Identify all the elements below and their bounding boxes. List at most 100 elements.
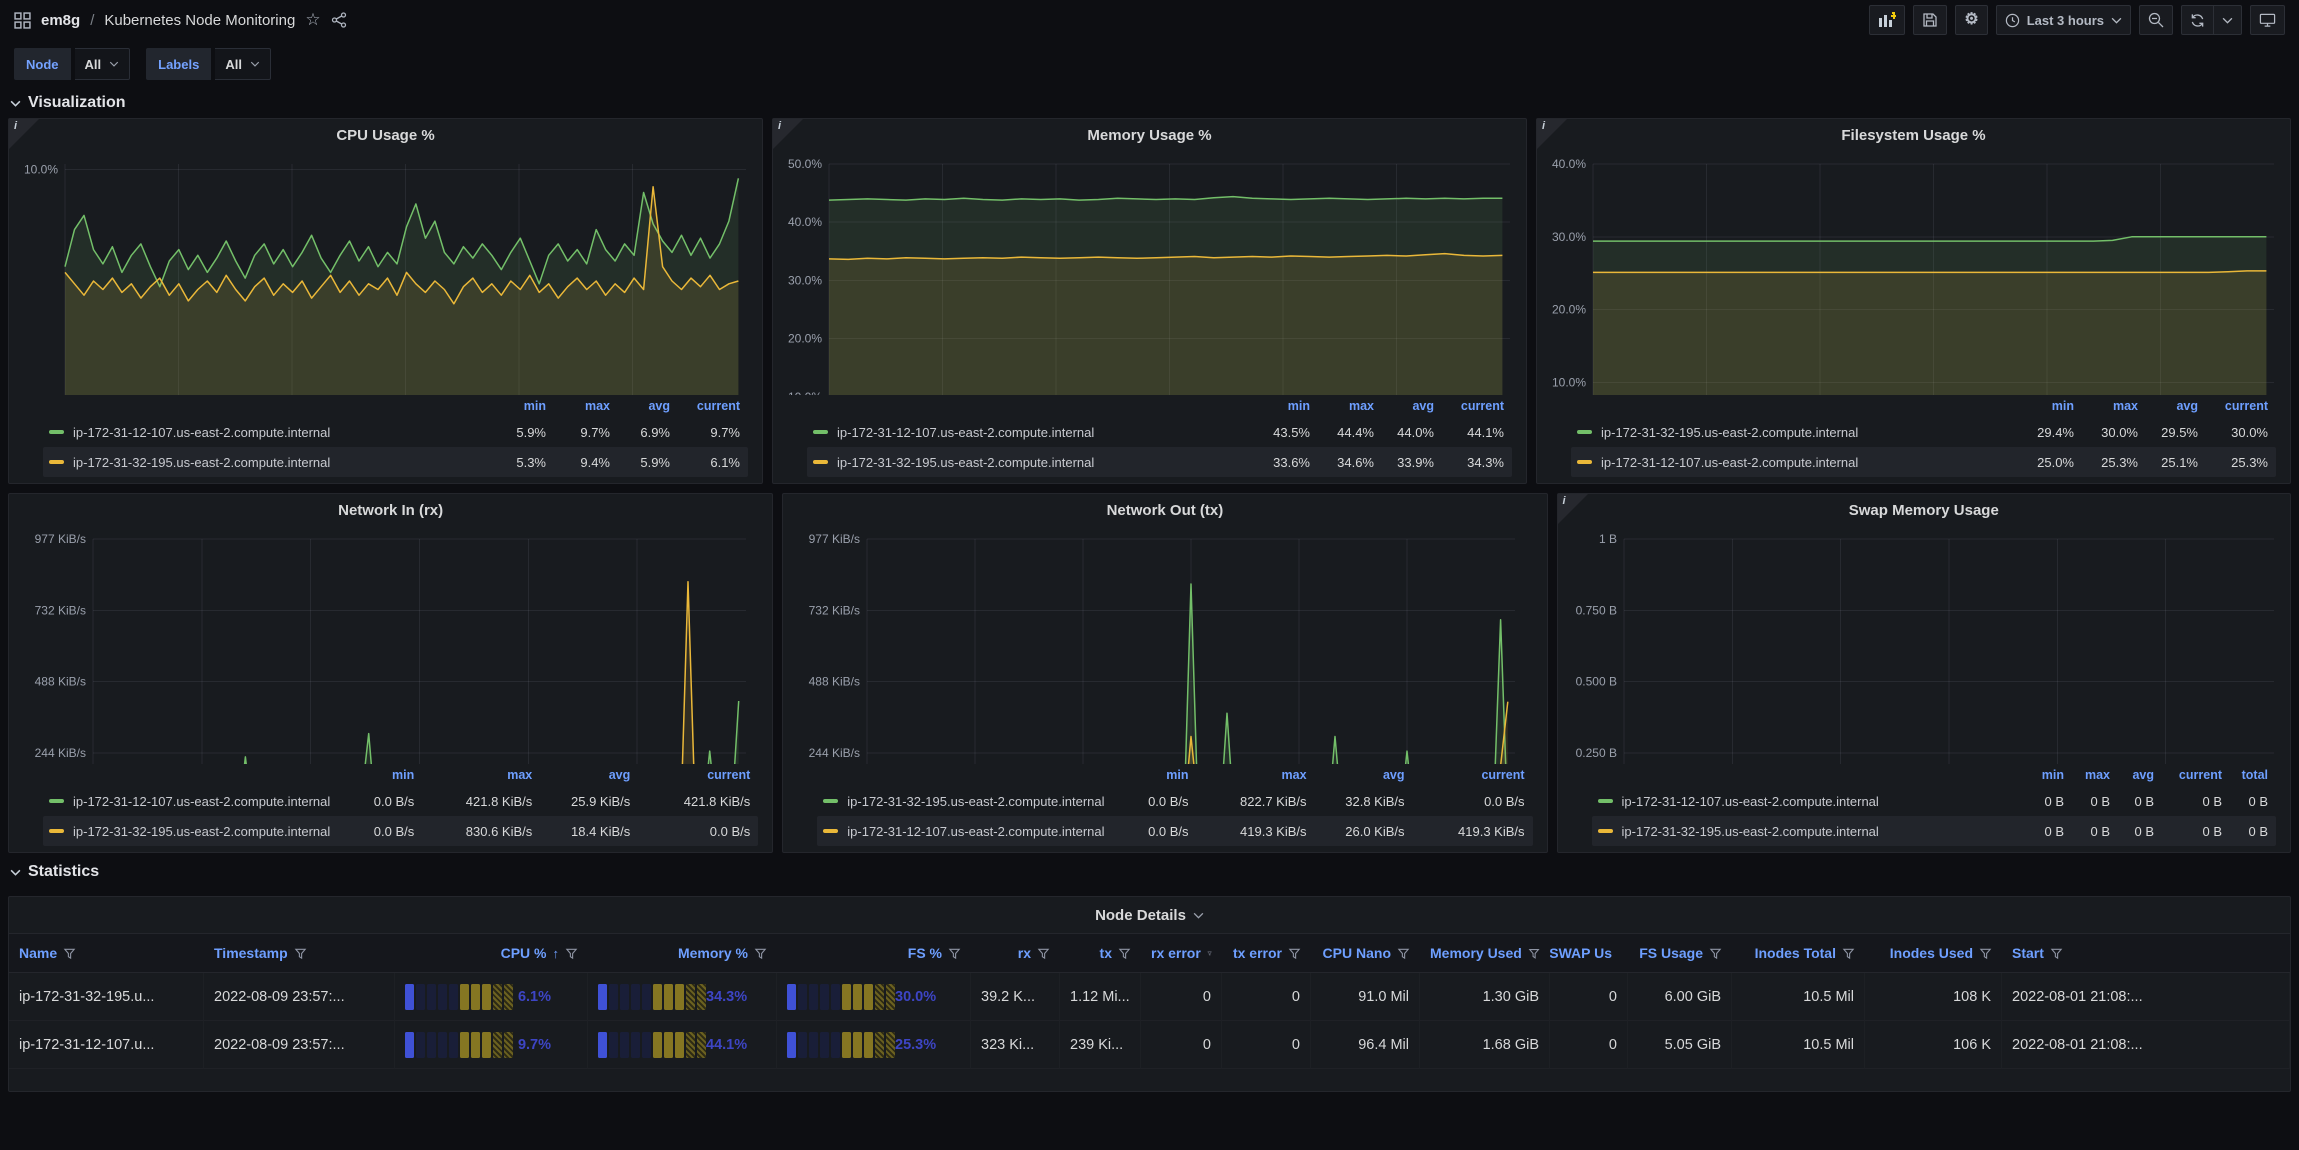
- series-name[interactable]: ip-172-31-12-107.us-east-2.compute.inter…: [73, 424, 331, 440]
- filter-icon[interactable]: [948, 947, 961, 960]
- panel-info-corner[interactable]: i: [1557, 494, 1588, 524]
- column-header-tx[interactable]: tx: [1060, 934, 1141, 972]
- column-header-start[interactable]: Start: [2002, 934, 2290, 972]
- variable-node-value[interactable]: All: [74, 48, 131, 80]
- refresh-button[interactable]: [2182, 6, 2213, 34]
- series-name[interactable]: ip-172-31-32-195.us-east-2.compute.inter…: [73, 454, 331, 470]
- legend-column-avg[interactable]: avg: [1382, 768, 1405, 782]
- series-name[interactable]: ip-172-31-32-195.us-east-2.compute.inter…: [847, 793, 1105, 809]
- legend-column-min[interactable]: min: [1166, 768, 1189, 782]
- filter-icon[interactable]: [1118, 947, 1131, 960]
- legend-column-current[interactable]: current: [2178, 768, 2222, 782]
- column-header-fs-[interactable]: FS %: [777, 934, 971, 972]
- section-visualization[interactable]: Visualization: [0, 84, 2299, 118]
- filter-icon[interactable]: [1397, 947, 1410, 960]
- star-icon[interactable]: ☆: [305, 10, 321, 29]
- panel-info-corner[interactable]: i: [1537, 119, 1567, 149]
- series-name[interactable]: ip-172-31-32-195.us-east-2.compute.inter…: [1601, 424, 1859, 440]
- filter-icon[interactable]: [1207, 947, 1212, 960]
- filter-icon[interactable]: [1709, 947, 1722, 960]
- panel-title[interactable]: Filesystem Usage %: [1841, 127, 1986, 144]
- filter-icon[interactable]: [63, 947, 76, 960]
- legend-column-avg[interactable]: avg: [608, 768, 631, 782]
- column-header-memory-used[interactable]: Memory Used: [1420, 934, 1550, 972]
- column-header-memory-[interactable]: Memory %: [588, 934, 777, 972]
- kiosk-mode-button[interactable]: [2250, 5, 2285, 35]
- add-panel-button[interactable]: [1869, 5, 1906, 35]
- legend-column-max[interactable]: max: [584, 399, 610, 413]
- series-name[interactable]: ip-172-31-12-107.us-east-2.compute.inter…: [1601, 454, 1859, 470]
- share-icon[interactable]: [331, 12, 347, 28]
- legend-column-current[interactable]: current: [2224, 399, 2268, 413]
- filter-icon[interactable]: [1979, 947, 1992, 960]
- refresh-interval-dropdown[interactable]: [2213, 6, 2241, 34]
- legend-column-avg[interactable]: avg: [2132, 768, 2154, 782]
- series-name[interactable]: ip-172-31-12-107.us-east-2.compute.inter…: [837, 424, 1095, 440]
- column-header-inodes-total[interactable]: Inodes Total: [1732, 934, 1865, 972]
- legend-column-current[interactable]: current: [1481, 768, 1525, 782]
- series-name[interactable]: ip-172-31-32-195.us-east-2.compute.inter…: [73, 823, 331, 839]
- cpu-usage-chart[interactable]: 21:0021:3022:0022:3023:0023:3010.0%0.0%: [17, 148, 754, 395]
- legend-column-max[interactable]: max: [507, 768, 533, 782]
- network-in-chart[interactable]: 21:0021:3022:0022:3023:0023:30977 KiB/s7…: [17, 523, 764, 764]
- legend-column-min[interactable]: min: [2051, 399, 2074, 413]
- legend-column-current[interactable]: current: [696, 399, 740, 413]
- table-row[interactable]: ip-172-31-12-107.u... 2022-08-09 23:57:..…: [9, 1021, 2290, 1069]
- time-range-picker[interactable]: Last 3 hours: [1995, 5, 2131, 35]
- column-header-fs-usage[interactable]: FS Usage: [1628, 934, 1732, 972]
- filter-icon[interactable]: [1528, 947, 1540, 960]
- column-header-cpu-nano[interactable]: CPU Nano: [1311, 934, 1420, 972]
- column-header-name[interactable]: Name: [9, 934, 204, 972]
- swap-memory-chart[interactable]: 21:0021:3022:0022:3023:0023:301 B0.750 B…: [1566, 523, 2282, 764]
- filter-icon[interactable]: [1288, 947, 1301, 960]
- panel-info-corner[interactable]: i: [773, 119, 803, 149]
- filter-icon[interactable]: [565, 947, 578, 960]
- column-header-tx-error[interactable]: tx error: [1222, 934, 1311, 972]
- column-header-timestamp[interactable]: Timestamp: [204, 934, 395, 972]
- legend-column-total[interactable]: total: [2241, 768, 2268, 782]
- panel-title[interactable]: Memory Usage %: [1087, 127, 1212, 144]
- table-row[interactable]: ip-172-31-32-195.u... 2022-08-09 23:57:..…: [9, 973, 2290, 1021]
- filter-icon[interactable]: [294, 947, 307, 960]
- column-header-cpu-[interactable]: CPU % ↑: [395, 934, 588, 972]
- filter-icon[interactable]: [754, 947, 767, 960]
- legend-column-min[interactable]: min: [2041, 768, 2064, 782]
- panel-title[interactable]: CPU Usage %: [336, 127, 435, 144]
- column-header-inodes-used[interactable]: Inodes Used: [1865, 934, 2002, 972]
- legend-column-max[interactable]: max: [1348, 399, 1374, 413]
- legend-column-current[interactable]: current: [707, 768, 751, 782]
- legend-column-max[interactable]: max: [1281, 768, 1307, 782]
- panel-info-corner[interactable]: i: [9, 119, 39, 149]
- panel-title[interactable]: Swap Memory Usage: [1848, 502, 1999, 519]
- series-name[interactable]: ip-172-31-12-107.us-east-2.compute.inter…: [73, 793, 331, 809]
- filesystem-usage-chart[interactable]: 21:0021:3022:0022:3023:0023:3040.0%30.0%…: [1545, 148, 2282, 395]
- legend-column-min[interactable]: min: [1287, 399, 1310, 413]
- filter-icon[interactable]: [1037, 947, 1050, 960]
- memory-usage-chart[interactable]: 21:0021:3022:0022:3023:0023:3050.0%40.0%…: [781, 148, 1518, 395]
- legend-column-max[interactable]: max: [2084, 768, 2110, 782]
- series-name[interactable]: ip-172-31-12-107.us-east-2.compute.inter…: [1621, 793, 1879, 809]
- series-name[interactable]: ip-172-31-12-107.us-east-2.compute.inter…: [847, 823, 1105, 839]
- legend-column-avg[interactable]: avg: [648, 399, 670, 413]
- column-header-rx[interactable]: rx: [971, 934, 1060, 972]
- filter-icon[interactable]: [2050, 947, 2063, 960]
- legend-column-min[interactable]: min: [523, 399, 546, 413]
- column-header-rx-error[interactable]: rx error: [1141, 934, 1222, 972]
- table-panel-title[interactable]: Node Details: [9, 897, 2290, 933]
- dashboard-settings-button[interactable]: ⚙: [1955, 5, 1988, 35]
- variable-labels-value[interactable]: All: [215, 48, 271, 80]
- network-out-chart[interactable]: 21:0021:3022:0022:3023:0023:30977 KiB/s7…: [791, 523, 1538, 764]
- panel-title[interactable]: Network Out (tx): [1106, 502, 1224, 519]
- legend-column-current[interactable]: current: [1460, 399, 1504, 413]
- dashboard-title[interactable]: Kubernetes Node Monitoring: [104, 11, 296, 29]
- column-header-swap-us[interactable]: SWAP Us: [1550, 934, 1628, 972]
- breadcrumb-folder[interactable]: em8g: [41, 11, 81, 29]
- legend-column-min[interactable]: min: [392, 768, 415, 782]
- zoom-out-button[interactable]: [2139, 5, 2173, 35]
- section-statistics[interactable]: Statistics: [0, 853, 2299, 887]
- apps-grid-icon[interactable]: [14, 11, 31, 29]
- series-name[interactable]: ip-172-31-32-195.us-east-2.compute.inter…: [837, 454, 1095, 470]
- legend-column-avg[interactable]: avg: [2176, 399, 2198, 413]
- legend-column-avg[interactable]: avg: [1412, 399, 1434, 413]
- series-name[interactable]: ip-172-31-32-195.us-east-2.compute.inter…: [1621, 823, 1879, 839]
